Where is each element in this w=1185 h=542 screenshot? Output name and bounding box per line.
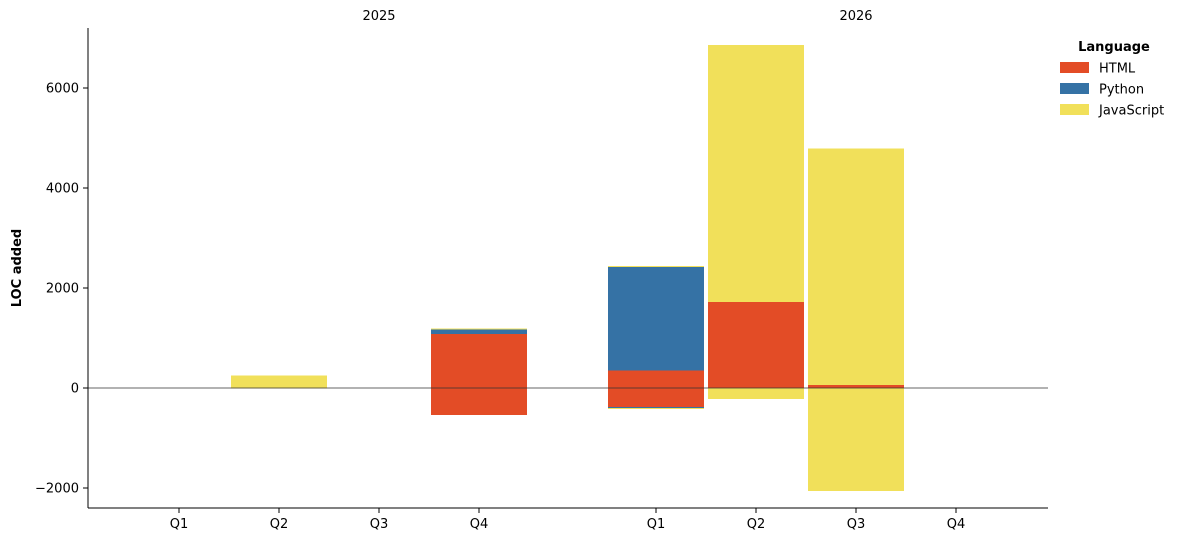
legend-swatch (1060, 83, 1089, 94)
bar-segment-python (608, 407, 704, 408)
bar-segment-html (431, 334, 527, 388)
bar-segment-html (608, 370, 704, 388)
bar-segment-javascript (608, 408, 704, 409)
bar-segment-python (608, 267, 704, 371)
y-tick-label: 4000 (46, 182, 79, 197)
x-tick-label: Q1 (647, 517, 666, 532)
bar-segment-javascript (808, 148, 904, 385)
bars-layer (231, 45, 904, 491)
y-tick-label: 6000 (46, 82, 79, 97)
legend-label: Python (1099, 83, 1144, 98)
y-tick-label: −2000 (35, 482, 79, 497)
x-tick-label: Q1 (170, 517, 189, 532)
legend-swatch (1060, 104, 1089, 115)
bar-segment-javascript (708, 45, 804, 302)
bar-segment-javascript (708, 388, 804, 399)
x-tick-label: Q4 (470, 517, 489, 532)
bar-segment-javascript (808, 388, 904, 491)
year-label: 2025 (362, 9, 395, 24)
legend-label: JavaScript (1098, 104, 1164, 119)
x-tick-label: Q3 (370, 517, 389, 532)
x-ticks: Q1 Q2 Q3 Q4 Q1 Q2 Q3 Q4 (170, 508, 966, 532)
bar-segment-python (431, 329, 527, 334)
y-tick-label: 2000 (46, 282, 79, 297)
bar-segment-javascript (608, 266, 704, 267)
bar-segment-html (708, 302, 804, 388)
year-labels: 2025 2026 (362, 9, 872, 24)
bar-segment-html (608, 388, 704, 407)
y-ticks: −2000 0 2000 4000 6000 (35, 82, 88, 497)
year-label: 2026 (839, 9, 872, 24)
x-tick-label: Q4 (947, 517, 966, 532)
y-axis-label: LOC added (10, 229, 25, 307)
bar-segment-html (808, 385, 904, 388)
bar-segment-javascript (431, 328, 527, 330)
bar-segment-javascript (231, 375, 327, 388)
legend-label: HTML (1099, 62, 1136, 77)
legend-swatch (1060, 62, 1089, 73)
x-tick-label: Q2 (747, 517, 766, 532)
bar-segment-html (431, 388, 527, 415)
y-tick-label: 0 (71, 382, 79, 397)
x-tick-label: Q2 (270, 517, 289, 532)
x-tick-label: Q3 (847, 517, 866, 532)
legend-title: Language (1078, 40, 1150, 55)
legend: Language HTML Python JavaScript (1060, 40, 1164, 119)
